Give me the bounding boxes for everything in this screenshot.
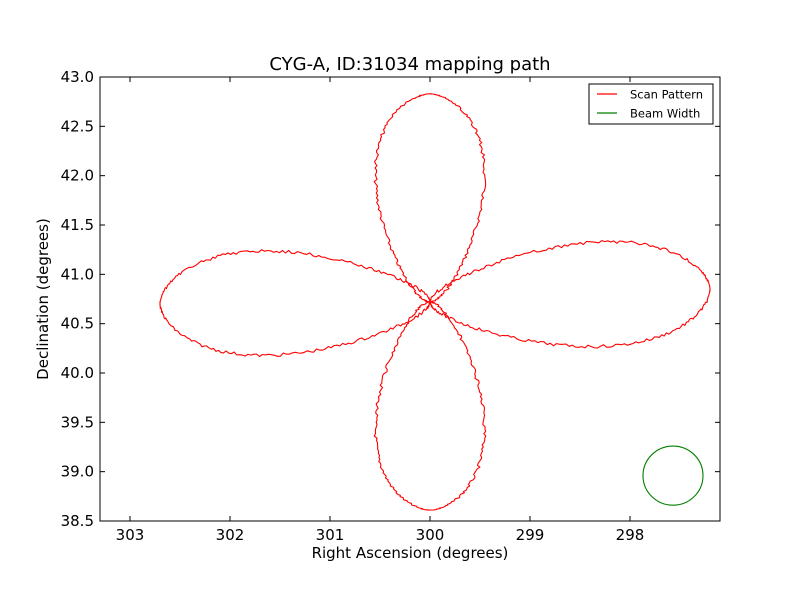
x-axis-label: Right Ascension (degrees) (312, 544, 509, 562)
series-layer (159, 93, 711, 511)
scan-pattern-petal-north (373, 93, 487, 303)
y-tick-label: 40.0 (61, 364, 94, 382)
y-tick-label: 39.0 (61, 463, 94, 481)
legend-label-beam-width: Beam Width (630, 107, 700, 121)
legend-label-scan-pattern: Scan Pattern (630, 88, 703, 102)
y-tick-label: 41.5 (61, 216, 94, 234)
x-tick-label: 303 (116, 526, 145, 544)
scan-pattern-petal-east (159, 249, 431, 358)
x-tick-label: 299 (516, 526, 545, 544)
y-tick-label: 39.5 (61, 413, 94, 431)
plot-background (100, 77, 720, 521)
plot-frame (99, 76, 721, 522)
y-tick-label: 38.5 (61, 512, 94, 530)
y-tick-label: 42.5 (61, 117, 94, 135)
y-axis-label: Declination (degrees) (34, 218, 52, 380)
x-tick-label: 302 (216, 526, 245, 544)
y-tick-label: 42.0 (61, 167, 94, 185)
y-tick-label: 41.0 (61, 265, 94, 283)
chart-title: CYG-A, ID:31034 mapping path (269, 54, 550, 75)
legend: Scan Pattern Beam Width (588, 83, 714, 125)
y-tick-label: 43.0 (61, 68, 94, 86)
x-tick-label: 298 (616, 526, 645, 544)
legend-box (588, 83, 714, 125)
x-tick-label: 300 (416, 526, 445, 544)
plot-area (99, 76, 721, 522)
y-axis-ticks: 38.5 39.0 39.5 40.0 40.5 41.0 41.5 42.0 42.5 43.0 (61, 68, 720, 530)
x-tick-label: 301 (316, 526, 345, 544)
x-axis-ticks: 303 302 301 300 299 298 (116, 77, 645, 544)
scan-pattern-petal-west (429, 240, 711, 349)
beam-width-circle (642, 445, 704, 506)
scan-pattern-petal-south (373, 301, 487, 511)
y-tick-label: 40.5 (61, 315, 94, 333)
